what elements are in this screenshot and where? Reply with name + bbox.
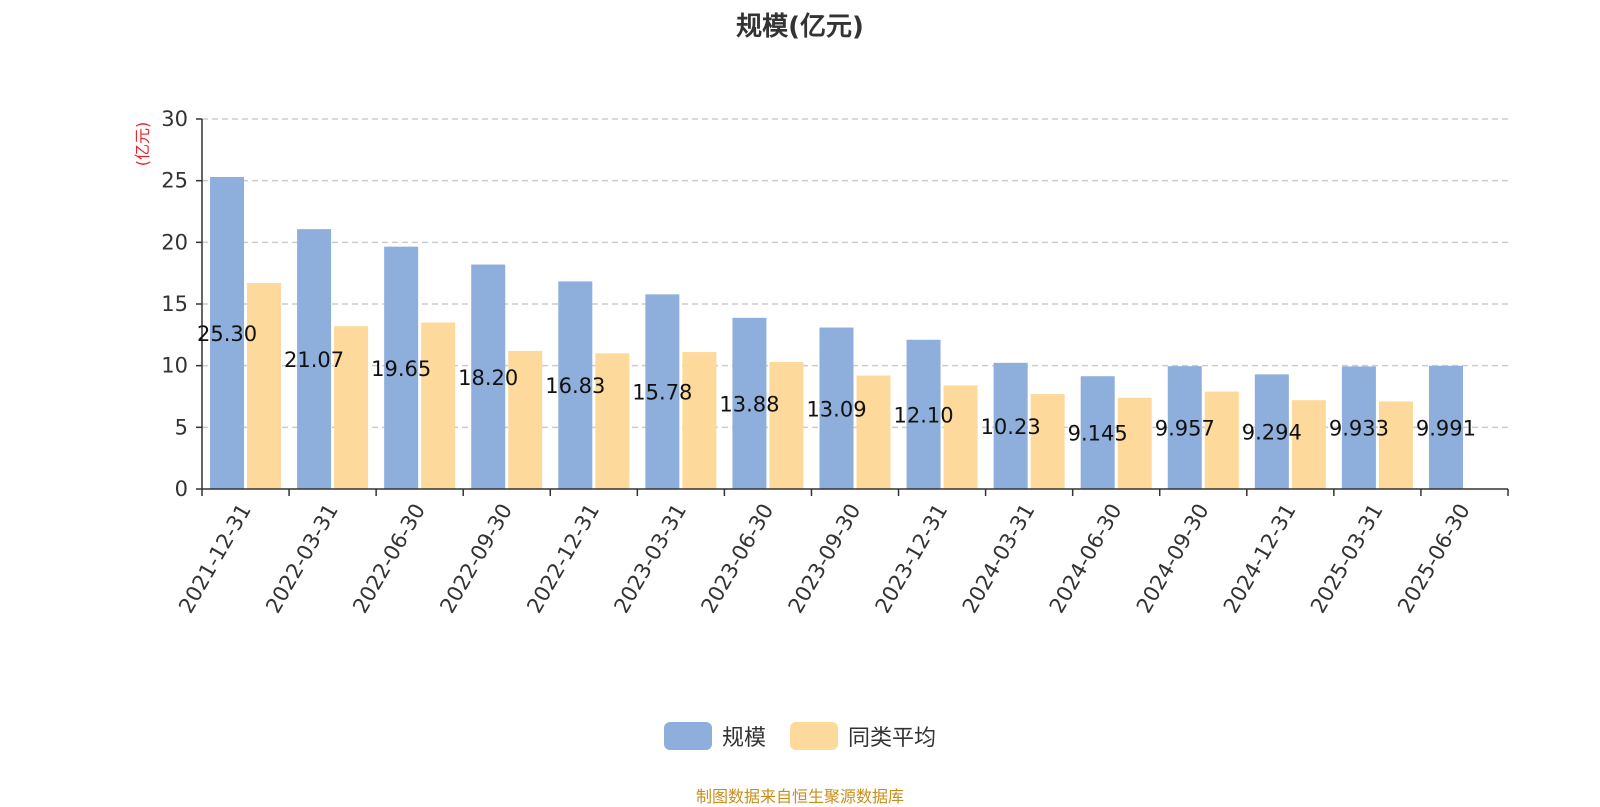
bar-scale [1428, 365, 1463, 489]
data-labels: 25.30 21.07 19.65 18.20 16.83 15.78 13.88 13.09… [197, 322, 1476, 446]
bar-scale [645, 294, 680, 489]
bar-peer-average [595, 353, 630, 489]
bar-peer-average [1291, 400, 1326, 489]
data-label-scale: 9.294 [1242, 421, 1302, 445]
bar-peer-average [682, 352, 717, 489]
y-tick-label: 25 [161, 169, 188, 193]
bar-scale [558, 281, 593, 489]
bar-scale [210, 176, 245, 489]
data-label-scale: 9.933 [1329, 417, 1389, 441]
source-note: 制图数据来自恒生聚源数据库 [695, 787, 904, 806]
x-tick-label: 2024-12-31 [1219, 500, 1301, 618]
x-tick-label: 2022-09-30 [435, 500, 517, 618]
bar-peer-average [421, 322, 456, 489]
legend-label-peer-average: 同类平均 [848, 726, 937, 751]
legend-label-scale: 规模 [721, 726, 766, 751]
bar-peer-average [769, 361, 804, 489]
data-label-scale: 13.09 [806, 397, 866, 421]
grid-lines [202, 118, 1508, 429]
bar-scale [1167, 366, 1202, 489]
data-label-scale: 10.23 [981, 415, 1041, 439]
bar-scale [297, 229, 332, 490]
bar-scale [906, 339, 941, 489]
x-tick-label: 2024-09-30 [1132, 500, 1214, 618]
data-label-scale: 9.957 [1155, 417, 1215, 441]
x-tick-label: 2023-09-30 [784, 500, 866, 618]
x-tick-label: 2022-06-30 [348, 500, 430, 618]
x-tick-label: 2022-03-31 [261, 500, 343, 618]
y-tick-label: 30 [161, 107, 188, 131]
data-label-scale: 21.07 [284, 348, 344, 372]
bar-peer-average [1030, 394, 1065, 489]
legend-item-scale[interactable]: 规模 [663, 720, 766, 752]
x-tick-label: 2021-12-31 [174, 500, 256, 618]
data-label-scale: 25.30 [197, 322, 257, 346]
data-label-scale: 13.88 [719, 392, 779, 416]
x-tick-label: 2023-12-31 [871, 500, 953, 618]
data-label-scale: 12.10 [894, 403, 954, 427]
bar-peer-average [1204, 391, 1239, 489]
x-tick-label: 2025-03-31 [1306, 500, 1388, 618]
legend-swatch-scale [663, 722, 712, 750]
chart-title: 规模(亿元) [736, 12, 864, 42]
bars [210, 176, 1463, 490]
legend: 规模 同类平均 [0, 720, 1600, 752]
y-axis-label: (亿元) [133, 122, 152, 167]
bar-scale [819, 327, 854, 489]
x-tick-label: 2025-06-30 [1393, 500, 1475, 618]
legend-swatch-peer-average [790, 722, 838, 750]
y-tick-label: 20 [161, 230, 188, 254]
bar-peer-average [856, 375, 891, 489]
bar-peer-average [1117, 397, 1152, 489]
bar-peer-average [943, 385, 978, 489]
y-tick-label: 15 [161, 292, 188, 316]
x-tick-label: 2023-03-31 [609, 500, 691, 618]
data-label-scale: 9.145 [1068, 422, 1128, 446]
data-label-scale: 18.20 [458, 366, 518, 390]
data-label-scale: 9.991 [1416, 416, 1476, 440]
x-tick-label: 2022-12-31 [522, 500, 604, 618]
bar-scale [384, 246, 419, 489]
bar-scale [993, 362, 1028, 489]
x-tick-label: 2023-06-30 [696, 500, 778, 618]
bar-peer-average [508, 350, 543, 489]
x-tick-label: 2024-03-31 [958, 500, 1040, 618]
bar-peer-average [247, 283, 282, 489]
y-tick-label: 5 [175, 415, 188, 439]
data-label-scale: 16.83 [545, 374, 605, 398]
data-label-scale: 15.78 [632, 381, 692, 405]
bar-scale [1341, 366, 1376, 489]
legend-item-peer-average[interactable]: 同类平均 [790, 720, 936, 752]
x-tick-label: 2024-06-30 [1045, 500, 1127, 618]
data-label-scale: 19.65 [371, 357, 431, 381]
y-tick-label: 0 [175, 477, 188, 501]
bar-scale [1080, 376, 1115, 489]
bar-scale [1254, 374, 1289, 489]
bar-scale [732, 317, 767, 489]
bar-peer-average [334, 326, 369, 489]
y-tick-label: 10 [161, 354, 188, 378]
bar-peer-average [1378, 401, 1413, 489]
bar-scale [471, 264, 506, 489]
